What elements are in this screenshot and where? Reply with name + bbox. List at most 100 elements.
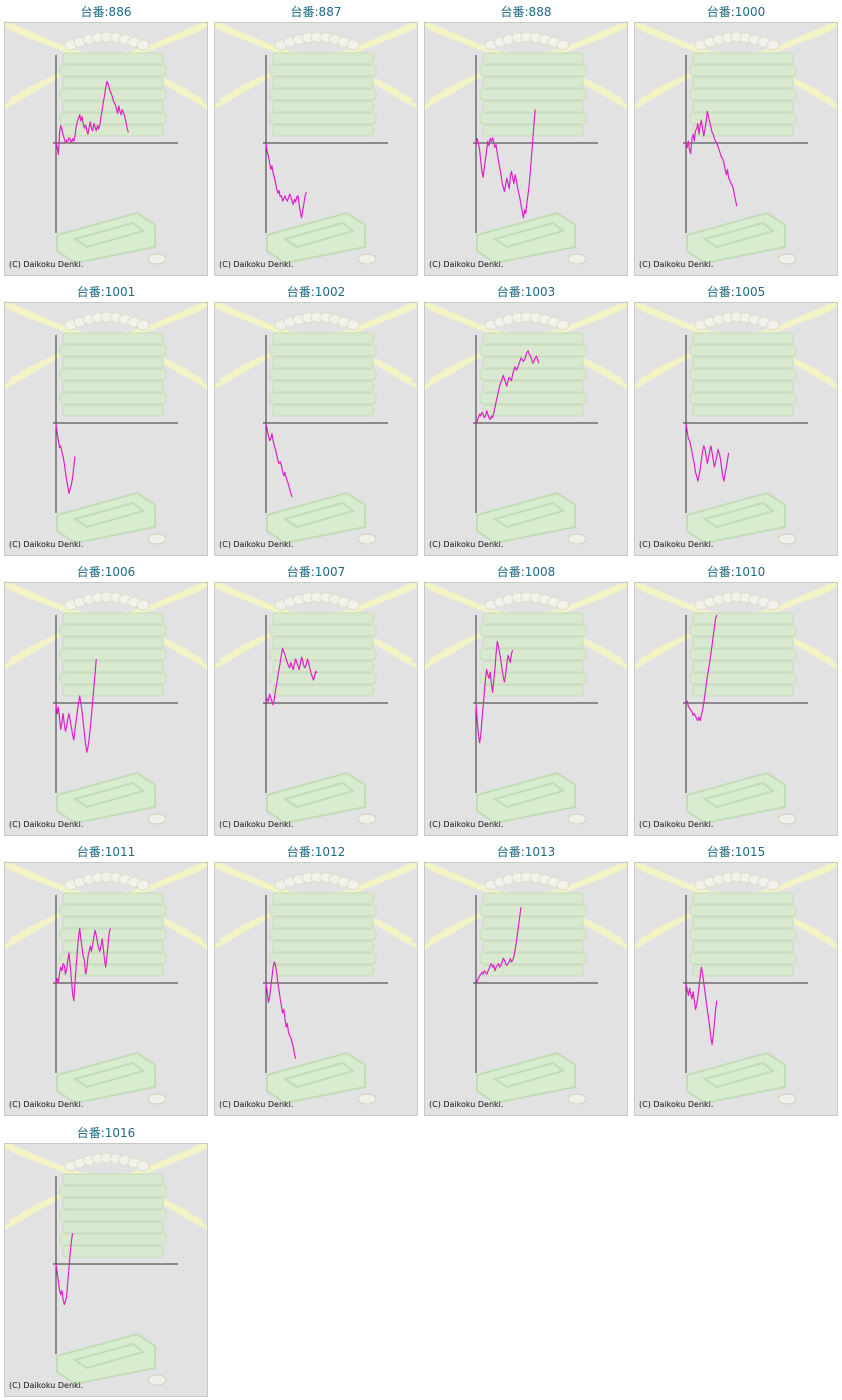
tray-mark [272,892,374,905]
chart-title: 台番:1007 [286,565,346,579]
copyright-credit: (C) Daikoku Denki. [639,1100,714,1109]
tray-mark [269,344,377,357]
tray-mark [272,76,374,89]
coin-mark [136,319,150,331]
background-illustration [635,23,837,265]
tray-mark [59,672,167,685]
slump-graph [635,863,837,1105]
bottom-tray-inner [72,1342,146,1370]
background-illustration [425,303,627,545]
chart-title: 台番:1001 [76,285,136,299]
tray-mark [269,112,377,125]
tray-mark [272,356,374,369]
copyright-credit: (C) Daikoku Denki. [9,260,84,269]
tray-stack [269,612,377,697]
tray-mark [59,368,167,381]
coin-mark [346,879,360,891]
tray-mark [59,1185,167,1198]
series-line [685,110,738,207]
background-illustration [5,1144,207,1386]
bottom-tray [476,211,576,265]
tray-stack [269,332,377,417]
ray-mark [425,631,486,670]
chart-title: 台番:1008 [496,565,556,579]
background-illustration [425,583,627,825]
tray-mark [689,952,797,965]
chart-title: 台番:1002 [286,285,346,299]
slump-graph [635,583,837,825]
ray-mark [5,631,66,670]
tray-mark [689,112,797,125]
series-line [685,422,730,482]
bottom-tray-inner [702,781,776,809]
bottom-tray [56,771,156,825]
bottom-tray [476,771,576,825]
tray-mark [59,64,167,77]
tray-mark [272,940,374,953]
tray-stack [59,892,167,977]
slump-graph [215,863,417,1105]
coin-mark [136,879,150,891]
tray-mark [59,648,167,661]
single-coin [567,1093,587,1105]
chart-title: 台番:1011 [76,845,136,859]
coin-pile [484,31,570,51]
copyright-credit: (C) Daikoku Denki. [429,820,504,829]
tray-stack [59,1173,167,1258]
tray-mark [269,952,377,965]
series-line [265,422,293,498]
tray-mark [482,636,584,649]
tray-stack [479,612,587,697]
coin-mark [346,599,360,611]
bottom-tray [56,1332,156,1386]
slump-graph [215,23,417,265]
chart-panel: (C) Daikoku Denki. [634,22,838,276]
tray-stack [689,332,797,417]
bottom-tray-inner [282,1061,356,1089]
chart-panel: (C) Daikoku Denki. [634,582,838,836]
tray-mark [692,76,794,89]
tray-mark [482,660,584,673]
coin-pile [484,311,570,331]
slump-graph [425,863,627,1105]
background-illustration [215,583,417,825]
series-line [475,640,514,744]
coin-pile [274,871,360,891]
copyright-credit: (C) Daikoku Denki. [9,1100,84,1109]
tray-stack [269,892,377,977]
tray-mark [272,636,374,649]
tray-mark [482,76,584,89]
background-illustration [5,23,207,265]
tray-mark [692,380,794,393]
chart-panel: (C) Daikoku Denki. [634,302,838,556]
tray-mark [269,928,377,941]
tray-mark [482,52,584,65]
tray-mark [62,124,164,137]
series-line [55,927,112,1002]
tray-mark [692,100,794,113]
tray-mark [269,368,377,381]
coin-mark [766,599,780,611]
background-illustration [215,303,417,545]
ray-mark [215,71,276,110]
tray-mark [62,52,164,65]
tray-mark [482,380,584,393]
tray-mark [62,1245,164,1258]
tray-mark [692,940,794,953]
single-coin [777,253,797,265]
chart-panel: (C) Daikoku Denki. [214,302,418,556]
slump-graph [5,1144,207,1386]
tray-mark [689,672,797,685]
coin-mark [346,39,360,51]
copyright-credit: (C) Daikoku Denki. [219,260,294,269]
tray-mark [59,344,167,357]
chart-panel: (C) Daikoku Denki. [214,862,418,1116]
tray-mark [272,100,374,113]
coin-pile [64,1152,150,1172]
bottom-tray-inner [702,221,776,249]
chart-title: 台番:1010 [706,565,766,579]
tray-mark [479,952,587,965]
ray-mark [425,911,486,950]
coin-mark [556,319,570,331]
tray-mark [59,952,167,965]
